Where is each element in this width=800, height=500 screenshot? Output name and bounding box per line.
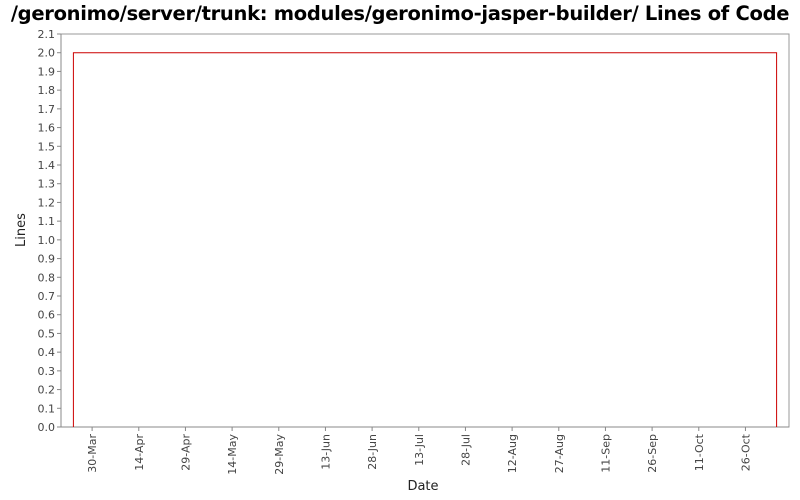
- x-tick-label: 28-Jun: [366, 434, 379, 470]
- x-tick-label: 27-Aug: [553, 434, 566, 473]
- x-tick-label: 12-Aug: [506, 434, 519, 473]
- y-axis-ticks: 0.0 0.1 0.2 0.3 0.4 0.5 0.6 0.7 0.8 0.9 1.0 1.1 1.2 1…: [38, 28, 61, 434]
- y-tick-label: 2.0: [38, 47, 56, 60]
- y-tick-label: 0.7: [38, 290, 56, 303]
- y-tick-label: 0.3: [38, 365, 56, 378]
- y-tick-label: 0.8: [38, 271, 56, 284]
- y-tick-label: 1.1: [38, 215, 56, 228]
- y-axis-label: Lines: [14, 213, 29, 247]
- x-axis-ticks: 30-Mar 14-Apr 29-Apr 14-May 29-May 13-Jun 28-J…: [86, 427, 752, 475]
- chart-title: /geronimo/server/trunk: modules/geronimo…: [10, 2, 790, 25]
- y-tick-label: 0.1: [38, 402, 56, 415]
- x-tick-label: 13-Jul: [413, 434, 426, 466]
- y-tick-label: 1.3: [38, 178, 56, 191]
- x-tick-label: 26-Sep: [646, 434, 659, 473]
- x-tick-label: 11-Oct: [693, 433, 706, 471]
- x-tick-label: 26-Oct: [739, 433, 752, 471]
- plot-area: [60, 33, 790, 428]
- x-axis-label: Date: [407, 479, 438, 494]
- x-tick-label: 13-Jun: [319, 434, 332, 470]
- y-tick-label: 0.9: [38, 253, 56, 266]
- x-tick-label: 14-Apr: [133, 434, 146, 471]
- y-tick-label: 0.4: [38, 346, 56, 359]
- y-tick-label: 1.0: [38, 234, 56, 247]
- y-tick-label: 0.0: [38, 421, 56, 434]
- y-tick-label: 0.2: [38, 384, 56, 397]
- y-tick-label: 1.7: [38, 103, 56, 116]
- x-tick-label: 28-Jul: [459, 434, 472, 466]
- y-tick-label: 1.9: [38, 65, 56, 78]
- y-tick-label: 1.6: [38, 122, 56, 135]
- y-tick-label: 0.5: [38, 327, 56, 340]
- y-tick-label: 2.1: [38, 28, 56, 41]
- y-tick-label: 1.5: [38, 140, 56, 153]
- x-tick-label: 14-May: [226, 434, 239, 475]
- series-layer: [72, 52, 778, 427]
- y-tick-label: 1.4: [38, 159, 56, 172]
- series-line: [72, 52, 778, 427]
- y-tick-label: 1.2: [38, 196, 56, 209]
- x-tick-label: 30-Mar: [86, 434, 99, 473]
- x-tick-label: 11-Sep: [599, 434, 612, 473]
- y-tick-label: 0.6: [38, 309, 56, 322]
- x-tick-label: 29-Apr: [179, 434, 192, 471]
- x-tick-label: 29-May: [273, 434, 286, 475]
- y-tick-label: 1.8: [38, 84, 56, 97]
